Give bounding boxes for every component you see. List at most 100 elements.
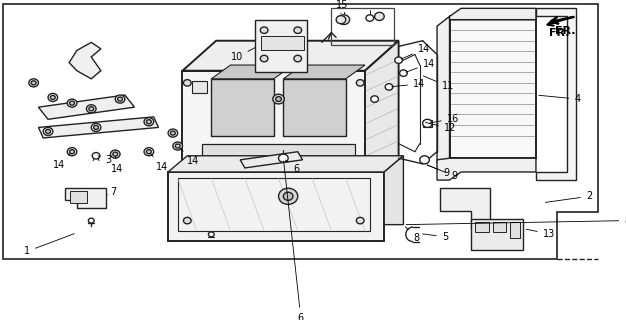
Circle shape — [279, 188, 298, 204]
Polygon shape — [284, 65, 365, 79]
Circle shape — [118, 97, 123, 101]
Polygon shape — [440, 188, 490, 229]
Polygon shape — [384, 156, 403, 225]
Circle shape — [144, 118, 153, 126]
Circle shape — [110, 150, 120, 158]
Circle shape — [338, 15, 350, 25]
Text: 14: 14 — [110, 157, 123, 174]
Circle shape — [113, 152, 118, 156]
Circle shape — [168, 129, 178, 137]
Polygon shape — [38, 117, 158, 138]
Text: 6: 6 — [285, 160, 299, 174]
Circle shape — [423, 119, 432, 127]
Bar — [255, 20, 307, 72]
Polygon shape — [38, 95, 135, 119]
Circle shape — [69, 150, 74, 154]
Polygon shape — [202, 144, 356, 196]
Circle shape — [356, 217, 364, 224]
Polygon shape — [536, 8, 577, 180]
Bar — [178, 179, 370, 231]
Bar — [471, 219, 523, 250]
Circle shape — [374, 12, 384, 20]
Text: 7: 7 — [108, 187, 116, 197]
Circle shape — [279, 154, 288, 162]
Polygon shape — [168, 172, 384, 241]
Text: 12: 12 — [425, 123, 456, 133]
Polygon shape — [437, 16, 449, 164]
Text: 14: 14 — [180, 148, 200, 166]
Text: 15: 15 — [336, 0, 349, 14]
Circle shape — [29, 79, 38, 87]
Polygon shape — [437, 158, 536, 180]
Polygon shape — [69, 42, 101, 79]
Circle shape — [399, 70, 408, 76]
Text: 14: 14 — [53, 154, 70, 170]
Circle shape — [183, 80, 191, 86]
Circle shape — [86, 105, 96, 113]
Circle shape — [69, 101, 74, 105]
Polygon shape — [365, 41, 399, 229]
Text: 14: 14 — [151, 154, 168, 172]
Text: FR.: FR. — [550, 28, 570, 38]
Circle shape — [88, 218, 94, 223]
Text: 3: 3 — [98, 155, 112, 165]
Bar — [192, 81, 207, 93]
Text: 9: 9 — [427, 165, 450, 178]
Circle shape — [208, 232, 214, 237]
Text: 4: 4 — [539, 94, 580, 104]
Circle shape — [144, 148, 153, 156]
Polygon shape — [65, 188, 106, 208]
Circle shape — [284, 192, 293, 200]
Circle shape — [260, 55, 268, 62]
Bar — [476, 222, 489, 232]
Polygon shape — [212, 65, 293, 79]
Text: 13: 13 — [526, 229, 555, 239]
Text: 2: 2 — [545, 191, 592, 202]
Circle shape — [175, 144, 180, 148]
Text: 8: 8 — [405, 227, 419, 243]
Text: 11: 11 — [423, 76, 454, 91]
Bar — [510, 222, 520, 238]
Circle shape — [89, 107, 94, 111]
Circle shape — [173, 142, 183, 150]
Polygon shape — [240, 152, 302, 168]
Polygon shape — [168, 156, 403, 172]
Circle shape — [170, 131, 175, 135]
Circle shape — [67, 99, 77, 107]
Circle shape — [146, 150, 151, 154]
Circle shape — [356, 80, 364, 86]
Text: FR.: FR. — [555, 26, 576, 36]
Text: 1: 1 — [24, 234, 74, 256]
Circle shape — [48, 93, 58, 101]
Circle shape — [275, 97, 282, 101]
Text: 8: 8 — [406, 216, 626, 226]
Text: 10: 10 — [230, 48, 255, 62]
Polygon shape — [183, 71, 365, 229]
Polygon shape — [183, 41, 399, 71]
Polygon shape — [212, 79, 274, 136]
Text: 16: 16 — [430, 114, 459, 124]
Circle shape — [294, 55, 302, 62]
Bar — [261, 36, 304, 51]
Text: 5: 5 — [423, 232, 448, 242]
Bar — [70, 191, 88, 203]
Circle shape — [183, 217, 191, 224]
Bar — [331, 8, 394, 45]
Circle shape — [94, 125, 98, 130]
Circle shape — [51, 95, 55, 100]
Circle shape — [395, 57, 403, 63]
Circle shape — [336, 16, 346, 24]
Circle shape — [385, 84, 393, 90]
Circle shape — [31, 81, 36, 85]
Text: 14: 14 — [406, 59, 435, 72]
Circle shape — [115, 95, 125, 103]
Circle shape — [92, 153, 100, 159]
Circle shape — [273, 94, 284, 104]
Polygon shape — [284, 79, 346, 136]
Circle shape — [371, 96, 379, 102]
Circle shape — [260, 27, 268, 33]
Circle shape — [46, 130, 51, 133]
Circle shape — [146, 120, 151, 124]
Text: 14: 14 — [401, 44, 430, 59]
Circle shape — [366, 15, 374, 21]
